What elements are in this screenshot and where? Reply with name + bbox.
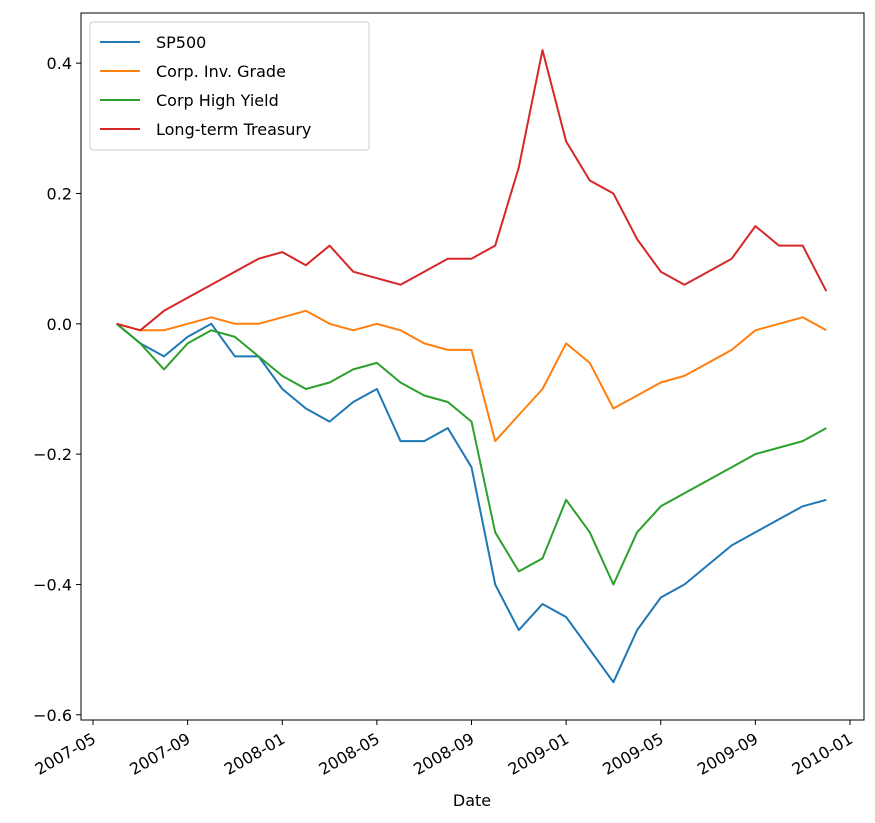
x-tick-label: 2009-01: [505, 729, 572, 779]
x-axis-label: Date: [453, 791, 491, 810]
y-tick-label: −0.6: [33, 706, 72, 725]
series-line: [116, 323, 827, 586]
y-tick-label: 0.0: [47, 315, 72, 334]
y-tick-label: 0.4: [47, 54, 72, 73]
series-line: [116, 49, 828, 332]
plot-frame: [80, 12, 865, 721]
x-tick-label: 2007-09: [126, 729, 193, 779]
legend-label: Corp High Yield: [156, 91, 279, 110]
legend-label: SP500: [156, 33, 206, 52]
x-tick-label: 2009-09: [694, 729, 761, 779]
legend-box: [89, 21, 370, 151]
x-tick-label: 2008-09: [410, 729, 477, 779]
y-tick-label: −0.2: [33, 445, 72, 464]
series-line: [116, 322, 827, 684]
x-tick-label: 2010-01: [789, 729, 856, 779]
x-tick-label: 2009-05: [599, 729, 666, 779]
x-tick-label: 2007-05: [32, 729, 99, 779]
legend-label: Long-term Treasury: [156, 120, 311, 139]
y-tick-label: 0.2: [47, 184, 72, 203]
x-tick-label: 2008-05: [315, 729, 382, 779]
x-tick-label: 2008-01: [221, 729, 288, 779]
legend-label: Corp. Inv. Grade: [156, 62, 286, 81]
y-tick-label: −0.4: [33, 575, 72, 594]
series-line: [116, 309, 827, 443]
